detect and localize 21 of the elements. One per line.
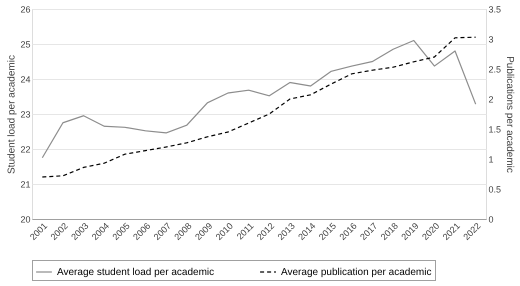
line-series: [42, 40, 476, 158]
y2-tick-label: 1: [488, 154, 494, 164]
y-tick-label: 23: [20, 110, 30, 120]
y2-axis-title: Publications per academic: [504, 56, 516, 173]
y-tick-label: 22: [20, 144, 30, 154]
legend-label: Average publication per academic: [281, 267, 432, 278]
y-tick-label: 20: [20, 214, 30, 224]
line-series: [42, 36, 476, 178]
y2-tick-label: 3.5: [488, 4, 502, 14]
y2-tick-label: 2.5: [488, 64, 502, 74]
y2-tick-label: 0.5: [488, 184, 502, 194]
y-axis-title: Student load per academic: [6, 55, 18, 174]
y-tick-label: 21: [20, 180, 30, 190]
legend-label: Average student load per academic: [57, 267, 214, 278]
y-tick-label: 25: [20, 40, 30, 50]
y-tick-label: 24: [20, 74, 30, 84]
y-tick-label: 26: [20, 4, 30, 14]
y2-tick-label: 2: [488, 94, 494, 104]
y2-tick-label: 0: [488, 214, 494, 224]
y2-tick-label: 1.5: [488, 124, 502, 134]
y2-tick-label: 3: [488, 34, 494, 44]
